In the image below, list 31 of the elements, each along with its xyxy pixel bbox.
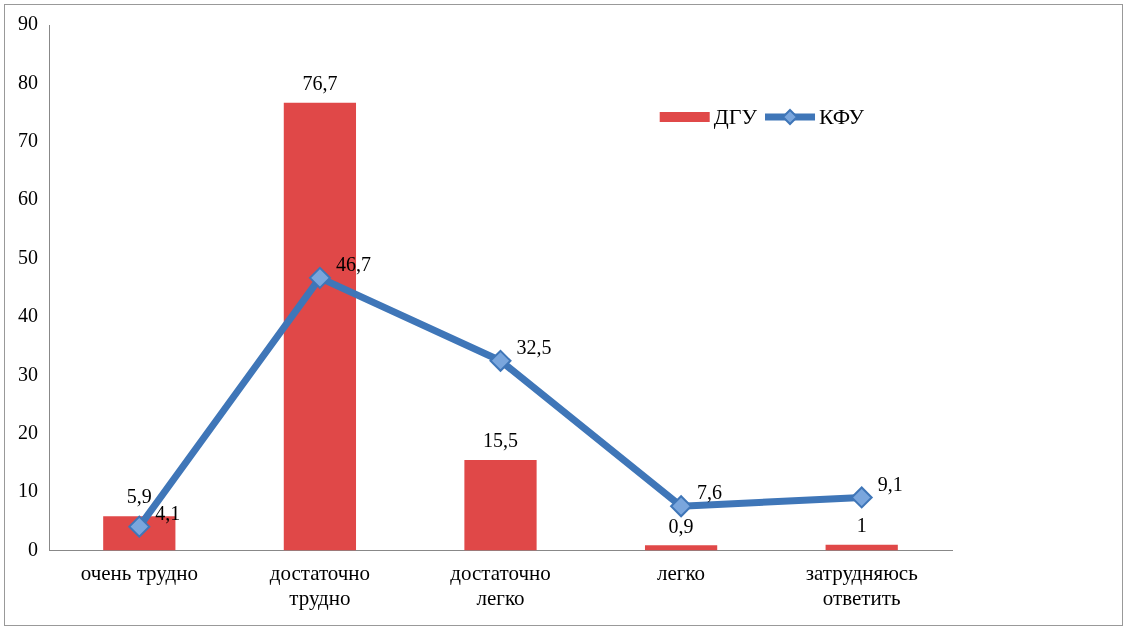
y-tick-label: 50 xyxy=(18,245,38,268)
x-tick-label: затрудняюсь ответить xyxy=(805,560,918,610)
data-label: 1 xyxy=(856,514,867,537)
point xyxy=(489,349,512,372)
point xyxy=(670,495,693,518)
y-tick-label: 20 xyxy=(18,421,38,444)
data-label: 7,6 xyxy=(697,481,723,504)
y-tick-label: 60 xyxy=(18,187,38,210)
point xyxy=(308,266,331,289)
point xyxy=(850,486,873,509)
bar xyxy=(644,545,718,551)
legend-label: КФУ xyxy=(819,103,865,129)
bar xyxy=(464,460,537,551)
x-tick-label: легко xyxy=(657,560,706,585)
x-tick-label: достаточно легко xyxy=(450,560,551,610)
y-tick-label: 10 xyxy=(18,479,38,502)
y-tick-label: 70 xyxy=(18,129,38,152)
data-label: 15,5 xyxy=(483,429,518,452)
y-tick-label: 80 xyxy=(18,70,38,93)
data-label: 0,9 xyxy=(668,514,694,537)
y-tick-label: 40 xyxy=(18,304,38,327)
y-tick-label: 90 xyxy=(18,12,38,35)
y-tick-label: 30 xyxy=(18,362,38,385)
data-label: 32,5 xyxy=(516,336,552,359)
x-tick-label: очень трудно xyxy=(80,560,198,585)
data-label: 9,1 xyxy=(877,472,903,495)
y-tick-label: 0 xyxy=(28,537,38,560)
data-label: 5,9 xyxy=(126,485,152,508)
x-tick-label: достаточно трудно xyxy=(269,560,371,610)
data-label: 76,7 xyxy=(302,71,338,94)
legend-label: ДГУ xyxy=(713,103,758,129)
